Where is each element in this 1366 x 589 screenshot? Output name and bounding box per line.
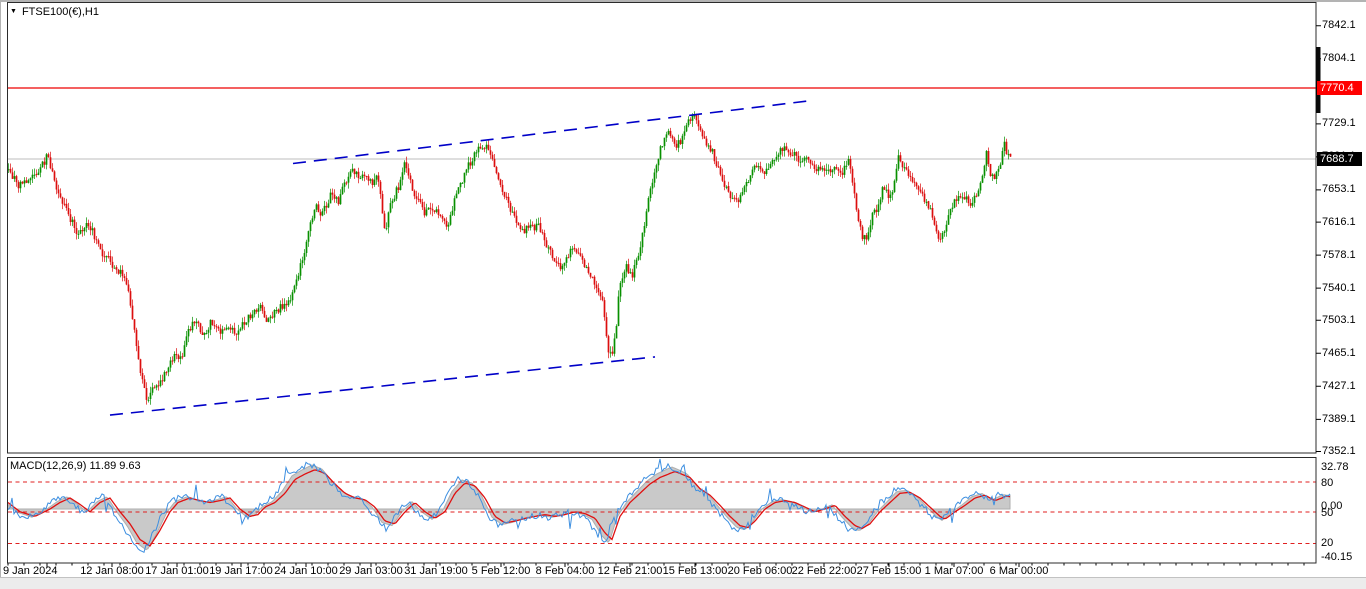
time-axis-label: 31 Jan 19:00 bbox=[404, 565, 468, 577]
macd-level-20-label: 20 bbox=[1321, 537, 1334, 549]
time-axis-label: 12 Feb 21:00 bbox=[597, 565, 663, 577]
time-axis-label: 20 Feb 06:00 bbox=[727, 565, 793, 577]
last-price-tag: 7688.7 bbox=[1317, 152, 1362, 166]
price-axis-label: 7465.1 bbox=[1322, 346, 1356, 359]
time-axis-label: 12 Jan 08:00 bbox=[80, 565, 144, 577]
symbol-text: FTSE100(€),H1 bbox=[21, 6, 99, 18]
macd-level-50-label: 50 bbox=[1321, 507, 1334, 519]
price-axis-label: 7427.1 bbox=[1322, 379, 1356, 392]
time-axis-label: 17 Jan 01:00 bbox=[145, 565, 209, 577]
chevron-down-icon[interactable]: ▼ bbox=[10, 8, 17, 15]
time-axis-label: 15 Feb 13:00 bbox=[662, 565, 728, 577]
price-axis-label: 7616.1 bbox=[1322, 215, 1356, 228]
time-axis-minor-ticks bbox=[7, 563, 1305, 566]
price-axis-label: 7389.1 bbox=[1322, 412, 1356, 425]
macd-indicator-label: MACD(12,26,9) 11.89 9.63 bbox=[10, 460, 141, 472]
candles-up-bodies bbox=[7, 115, 1010, 401]
window-left-edge bbox=[0, 0, 1, 577]
price-axis-label: 7503.1 bbox=[1322, 313, 1356, 326]
price-axis-label: 7540.1 bbox=[1322, 281, 1356, 294]
price-axis-label: 7578.1 bbox=[1322, 248, 1356, 261]
time-axis-label: 19 Jan 17:00 bbox=[209, 565, 273, 577]
macd-zero-label: 0.00 bbox=[1321, 500, 1343, 512]
price-axis-label: 7842.1 bbox=[1322, 19, 1356, 32]
macd-signal-line bbox=[7, 469, 1011, 547]
price-axis-label: 7653.1 bbox=[1322, 183, 1356, 196]
time-axis-label: 6 Mar 00:00 bbox=[989, 565, 1049, 577]
price-axis-label: 7729.1 bbox=[1322, 117, 1356, 130]
trendline-lower-channel[interactable] bbox=[109, 356, 656, 416]
time-axis-label: 1 Mar 07:00 bbox=[924, 565, 984, 577]
time-axis-label: 8 Feb 04:00 bbox=[535, 565, 595, 577]
macd-main-line bbox=[7, 458, 1011, 554]
hline-price-tag[interactable]: 7770.4 bbox=[1317, 81, 1362, 95]
candles-down-wicks bbox=[10, 113, 1011, 405]
macd-level-80-label: 80 bbox=[1321, 477, 1334, 489]
price-axis-label: 7804.1 bbox=[1322, 52, 1356, 65]
time-axis-label: 29 Jan 03:00 bbox=[339, 565, 403, 577]
time-axis-label: 24 Jan 10:00 bbox=[274, 565, 338, 577]
window-bottom-strip bbox=[0, 577, 1366, 589]
price-axis-marker-bar bbox=[1316, 47, 1321, 113]
macd-scale-max: 32.78 bbox=[1321, 461, 1349, 473]
trendline-upper-channel[interactable] bbox=[292, 99, 813, 165]
time-axis-label: 5 Feb 12:00 bbox=[471, 565, 531, 577]
candles-down-bodies bbox=[9, 114, 1012, 400]
time-axis-major-ticks bbox=[46, 563, 1020, 567]
macd-plot-frame bbox=[7, 457, 1317, 564]
macd-scale-min: -40.15 bbox=[1321, 551, 1353, 563]
time-axis-label: 9 Jan 2024 bbox=[3, 565, 58, 577]
candles-up-wicks bbox=[8, 111, 1009, 405]
price-axis-label: 7352.1 bbox=[1322, 445, 1356, 457]
window-top-edge bbox=[0, 0, 1366, 2]
time-axis-label: 22 Feb 22:00 bbox=[791, 565, 857, 577]
symbol-dropdown[interactable]: ▼ FTSE100(€),H1 bbox=[10, 6, 99, 18]
main-plot-frame bbox=[7, 2, 1317, 454]
macd-histogram-area bbox=[7, 464, 1011, 551]
time-axis-label: 27 Feb 15:00 bbox=[856, 565, 922, 577]
